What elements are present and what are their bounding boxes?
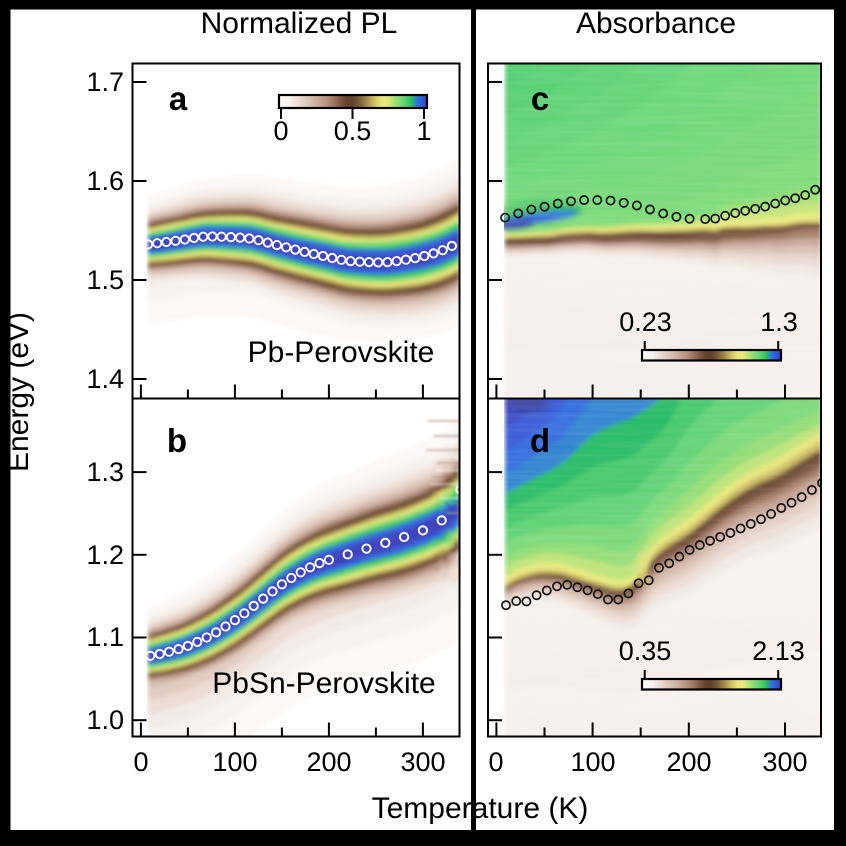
svg-text:0.5: 0.5 xyxy=(334,116,372,146)
svg-text:1.3: 1.3 xyxy=(86,457,124,487)
svg-text:300: 300 xyxy=(762,747,807,777)
svg-text:300: 300 xyxy=(400,747,445,777)
svg-text:1.0: 1.0 xyxy=(86,705,124,735)
svg-text:0: 0 xyxy=(273,116,288,146)
svg-text:200: 200 xyxy=(666,747,711,777)
svg-text:Temperature (K): Temperature (K) xyxy=(372,792,589,825)
svg-text:d: d xyxy=(530,422,550,459)
svg-text:b: b xyxy=(167,422,187,459)
svg-text:0: 0 xyxy=(488,747,503,777)
svg-text:PbSn-Perovskite: PbSn-Perovskite xyxy=(212,667,435,700)
svg-text:0.35: 0.35 xyxy=(619,636,672,666)
svg-text:1.4: 1.4 xyxy=(86,364,124,394)
svg-text:0.23: 0.23 xyxy=(619,307,672,337)
svg-text:a: a xyxy=(169,80,188,117)
svg-text:1.3: 1.3 xyxy=(760,307,798,337)
svg-text:2.13: 2.13 xyxy=(752,636,805,666)
svg-text:100: 100 xyxy=(212,747,257,777)
svg-text:Pb-Perovskite: Pb-Perovskite xyxy=(248,336,435,369)
svg-text:1: 1 xyxy=(416,116,431,146)
svg-text:200: 200 xyxy=(306,747,351,777)
svg-text:1.7: 1.7 xyxy=(86,67,124,97)
svg-text:Energy (eV): Energy (eV) xyxy=(2,312,35,472)
svg-text:100: 100 xyxy=(570,747,615,777)
svg-text:1.2: 1.2 xyxy=(86,540,124,570)
svg-text:1.1: 1.1 xyxy=(86,622,124,652)
svg-text:1.6: 1.6 xyxy=(86,166,124,196)
svg-text:Absorbance: Absorbance xyxy=(576,7,736,40)
svg-text:0: 0 xyxy=(133,747,148,777)
svg-text:1.5: 1.5 xyxy=(86,265,124,295)
svg-text:c: c xyxy=(531,80,549,117)
svg-text:Normalized PL: Normalized PL xyxy=(201,7,398,40)
